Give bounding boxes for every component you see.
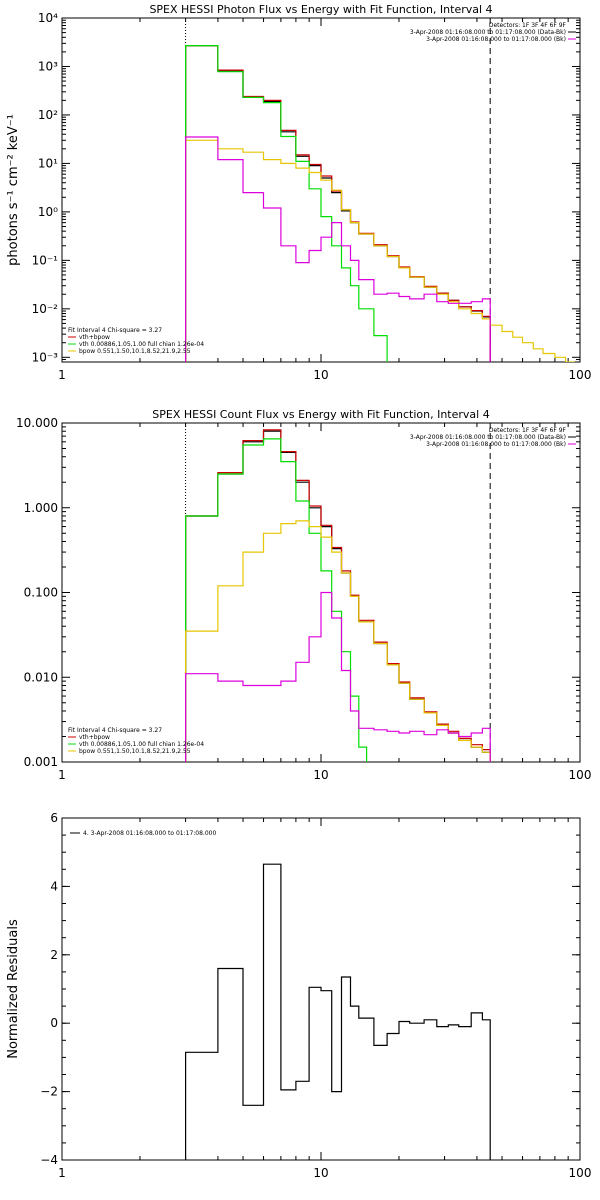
y-tick-label: 10⁰ xyxy=(38,205,58,219)
legend-top-right-entry: 3-Apr-2008 01:16:08.000 to 01:17:08.000 … xyxy=(426,441,566,448)
series-line-bk xyxy=(185,136,491,362)
x-tick-label: 1 xyxy=(58,368,66,382)
legend-bottom-left-entry: vth 0.00886,1.05,1.00 full chian 1.26e-0… xyxy=(79,341,204,348)
y-tick-label: 10² xyxy=(38,108,58,122)
y-tick-label: 10⁻² xyxy=(32,302,59,316)
series-line-4-3-apr-2008-01-16-08-000-to-01-17-08-000 xyxy=(185,863,491,1160)
chart-panel-3: Normalized Residuals 1 10 100 −4 −2 0 2 4 6 4. 3-A… xyxy=(6,811,591,1180)
x-tick-label: 10 xyxy=(313,1166,328,1180)
series-line-vth-bpow xyxy=(185,45,491,362)
legend-bottom-left-entry: vth+bpow xyxy=(79,734,110,741)
series-line-data-bk xyxy=(185,430,491,762)
y-tick-label: 6 xyxy=(50,811,58,825)
x-tick-label: 1 xyxy=(58,768,66,782)
legend-top-right-entry: Detectors: 1F 3F 4F 6F 9F xyxy=(489,427,567,434)
chart-title: SPEX HESSI Photon Flux vs Energy with Fi… xyxy=(149,3,492,16)
y-tick-label: 10⁻¹ xyxy=(32,253,59,267)
x-tick-label: 1 xyxy=(58,1166,66,1180)
x-tick-label: 10 xyxy=(313,768,328,782)
chart-panel-2: SPEX HESSI Count Flux vs Energy with Fit… xyxy=(16,408,591,782)
legend-top-right-entry: 3-Apr-2008 01:16:08.000 to 01:17:08.000 … xyxy=(410,434,566,441)
y-tick-label: 0.001 xyxy=(24,755,58,769)
series-line-bpow xyxy=(185,139,575,362)
y-tick-label: 1.000 xyxy=(24,501,58,515)
series-group xyxy=(185,45,575,362)
x-tick-label: 100 xyxy=(569,368,592,382)
series-group xyxy=(185,429,491,762)
x-tick-label: 10 xyxy=(313,368,328,382)
y-tick-label: 4 xyxy=(50,879,58,893)
x-tick-label: 100 xyxy=(569,1166,592,1180)
x-tick-label: 100 xyxy=(569,768,592,782)
chart-title: SPEX HESSI Count Flux vs Energy with Fit… xyxy=(152,408,489,421)
series-line-vth-bpow xyxy=(185,429,491,762)
y-tick-label: 10⁻³ xyxy=(32,350,59,364)
series-line-vth xyxy=(185,438,368,762)
y-tick-label: 10¹ xyxy=(38,156,58,170)
legend-bottom-left-entry: bpow 0.551,1.50,10.1,8.52,21.9,2.55 xyxy=(79,748,191,755)
y-tick-label: 0.010 xyxy=(24,670,58,684)
legend-bottom-left-entry: Fit Interval 4 Chi-square = 3.27 xyxy=(68,727,162,734)
y-axis-label: Normalized Residuals xyxy=(6,919,21,1059)
series-line-data-bk xyxy=(185,45,491,362)
chart-panel-1: SPEX HESSI Photon Flux vs Energy with Fi… xyxy=(6,3,591,382)
y-axis-label: photons s⁻¹ cm⁻² keV⁻¹ xyxy=(6,114,21,266)
legend-top-right-entry: 3-Apr-2008 01:16:08.000 to 01:17:08.000 … xyxy=(426,36,566,43)
legend-top-left-entry: 4. 3-Apr-2008 01:16:08.000 to 01:17:08.0… xyxy=(83,830,216,837)
legend-bottom-left-entry: bpow 0.551,1.50,10.1,8.52,21.9,2.55 xyxy=(79,348,191,355)
series-line-bk xyxy=(185,591,491,762)
y-tick-label: −4 xyxy=(40,1153,58,1167)
legend-bottom-left-entry: Fit Interval 4 Chi-square = 3.27 xyxy=(68,327,162,334)
series-group xyxy=(185,863,491,1160)
legend-bottom-left-entry: vth 0.00886,1.05,1.00 full chian 1.26e-0… xyxy=(79,741,204,748)
y-tick-label: 0.100 xyxy=(24,586,58,600)
y-tick-label: 10⁴ xyxy=(38,11,58,25)
y-tick-label: 10³ xyxy=(38,59,58,73)
y-tick-label: 10.000 xyxy=(16,416,58,430)
y-tick-label: 2 xyxy=(50,948,58,962)
y-tick-label: −2 xyxy=(40,1085,58,1099)
series-line-vth xyxy=(185,45,388,362)
legend-top-right-entry: Detectors: 1F 3F 4F 6F 9F xyxy=(489,22,567,29)
y-tick-label: 0 xyxy=(50,1016,58,1030)
legend-bottom-left-entry: vth+bpow xyxy=(79,334,110,341)
legend-top-right-entry: 3-Apr-2008 01:16:08.000 to 01:17:08.000 … xyxy=(410,29,566,36)
series-line-bpow xyxy=(185,520,491,762)
